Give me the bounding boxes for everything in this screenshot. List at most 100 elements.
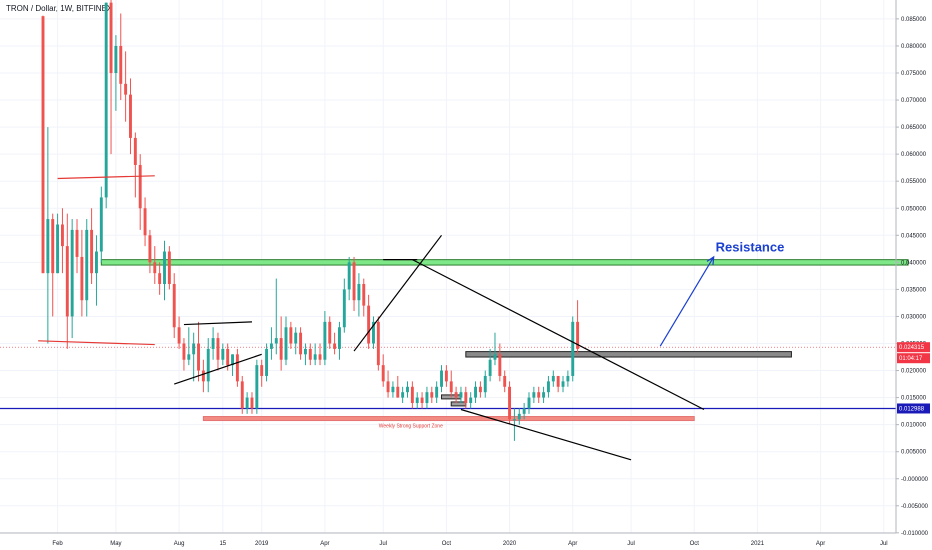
candle-body (124, 83, 128, 95)
time-tick-label: 2021 (751, 541, 765, 547)
candle-body (148, 235, 152, 263)
support-zone-label: Weekly Strong Support Zone (379, 423, 443, 429)
candle-body (376, 321, 380, 366)
price-tick-label: 0.050000 (901, 206, 927, 212)
candle-body (114, 45, 118, 73)
candle-body (197, 343, 200, 371)
candle-body (391, 386, 395, 393)
candle-body (328, 321, 332, 344)
candle-body (444, 370, 448, 382)
time-tick-label: Jul (880, 541, 888, 547)
time-tick-label: Apr (568, 541, 577, 547)
candle-body (75, 229, 79, 257)
candle-body (70, 229, 74, 317)
candle-body (527, 397, 531, 409)
price-tick-label: -0.010000 (901, 531, 929, 537)
price-tick-label: 0.005000 (901, 450, 927, 456)
candle-body (211, 338, 215, 349)
time-tick-label: Apr (816, 541, 825, 547)
candle-body (449, 381, 453, 393)
time-tick-label: Feb (52, 541, 63, 547)
trendline (57, 175, 155, 180)
candle-body (308, 348, 312, 360)
candle-body (138, 164, 142, 209)
support-zone (202, 416, 695, 422)
candle-body (561, 381, 565, 387)
candle-body (303, 348, 307, 355)
price-tick-label: 0.015000 (901, 396, 927, 402)
trendline (412, 259, 705, 411)
candle-body (274, 338, 278, 344)
time-tick-label: 2020 (503, 541, 517, 547)
candle-body (265, 348, 269, 376)
candle-body (551, 375, 555, 382)
candle-body (172, 283, 176, 328)
chart-drawings: Resistance Weekly Strong Support Zone (38, 175, 785, 461)
candle-body (99, 197, 103, 252)
candle-body (133, 137, 137, 165)
candle-body (333, 343, 337, 349)
price-tick-label: 0.080000 (901, 44, 927, 50)
candle-body (352, 262, 356, 301)
candle-body (163, 251, 166, 284)
dark-zone (465, 351, 792, 358)
symbol-title: TRON / Dollar, 1W, BITFINEX (6, 4, 113, 13)
price-tick-label: 0.060000 (901, 152, 927, 158)
candle-body (41, 16, 45, 274)
candle-body (240, 381, 244, 409)
candle-body (85, 229, 89, 301)
resistance-label: Resistance (716, 240, 785, 255)
price-tick-label: 0.065000 (901, 125, 927, 131)
trendline (183, 321, 253, 326)
trendline (38, 340, 155, 346)
candle-body (235, 354, 239, 382)
trendline (460, 408, 632, 461)
price-labels: 0.024315 01:04:17 0.012988 (897, 342, 930, 414)
candle-body (129, 94, 132, 138)
candle-body (56, 224, 60, 274)
candle-body (80, 256, 84, 301)
candle-body (153, 262, 157, 274)
time-tick-label: May (110, 541, 121, 547)
candle-body (537, 392, 541, 398)
candle-body (546, 381, 550, 393)
projection-arrow (659, 256, 715, 347)
candlestick-series (41, 0, 580, 441)
resistance-zone (100, 259, 909, 266)
candle-body (231, 354, 234, 366)
candle-body (65, 246, 69, 317)
candle-body (469, 397, 473, 404)
candle-body (542, 392, 546, 398)
candle-body (474, 386, 477, 398)
candle-body (182, 343, 186, 360)
candle-body (435, 386, 439, 398)
candle-body (512, 419, 516, 421)
price-tick-label: 0.045000 (901, 233, 927, 239)
candle-body (318, 354, 322, 360)
candle-body (488, 359, 492, 376)
candle-body (221, 348, 225, 360)
candle-body (260, 365, 264, 376)
candle-body (357, 283, 361, 301)
candle-body (289, 327, 293, 344)
candle-body (104, 2, 108, 198)
countdown-label-bg (897, 353, 930, 364)
price-axis: 0.085000 0.080000 0.075000 0.070000 0.065000… (895, 0, 929, 537)
candle-body (158, 273, 162, 284)
candle-body (192, 343, 196, 355)
price-tick-label: 0.040000 (901, 260, 927, 266)
candle-body (167, 251, 171, 284)
candle-body (406, 386, 409, 393)
chart-zones (0, 259, 909, 422)
candle-body (338, 327, 341, 349)
candle-body (401, 392, 405, 398)
candle-body (522, 408, 526, 414)
candle-body (381, 365, 385, 382)
candle-body (206, 348, 210, 382)
candle-body (430, 392, 434, 398)
time-tick-label: Oct (442, 541, 452, 547)
price-tick-label: 0.030000 (901, 314, 927, 320)
current-price-label: 0.024315 (899, 345, 925, 351)
candle-body (226, 348, 230, 366)
